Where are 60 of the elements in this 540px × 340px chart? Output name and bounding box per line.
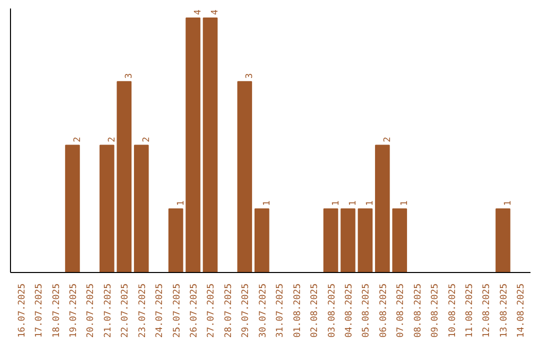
- bar: [134, 144, 149, 272]
- x-tick-label: 14.08.2025: [516, 283, 527, 338]
- bar: [100, 144, 114, 272]
- x-tick-label: 05.08.2025: [362, 283, 372, 338]
- data-label: 2: [72, 136, 83, 142]
- x-tick-label: 24.07.2025: [155, 283, 166, 338]
- x-tick-label: 02.08.2025: [310, 283, 320, 338]
- x-tick-label: 20.07.2025: [86, 283, 96, 338]
- x-tick-label: 08.08.2025: [413, 283, 424, 338]
- x-tick-label: 26.07.2025: [190, 283, 200, 338]
- x-tick-label: 10.08.2025: [448, 283, 458, 338]
- data-label: 2: [107, 136, 118, 142]
- bar: [116, 81, 132, 272]
- bar: [375, 144, 390, 272]
- x-tick-label: 19.07.2025: [68, 283, 79, 338]
- data-label: 2: [142, 136, 152, 142]
- bar: [340, 208, 356, 272]
- data-label: 1: [503, 200, 514, 206]
- x-tick-label: 28.07.2025: [224, 283, 234, 338]
- x-tick-label: 12.08.2025: [482, 283, 492, 338]
- bar: [323, 208, 338, 272]
- x-tick-label: 18.07.2025: [52, 283, 62, 338]
- bar: [237, 81, 252, 272]
- x-tick-label: 03.08.2025: [327, 283, 338, 338]
- x-tick-label: 22.07.2025: [120, 283, 131, 338]
- data-label: 1: [262, 200, 272, 206]
- x-tick-label: 07.08.2025: [396, 283, 406, 338]
- data-label: 1: [366, 200, 376, 206]
- x-tick-label: 30.07.2025: [258, 283, 268, 338]
- x-tick-label: 06.08.2025: [378, 283, 389, 338]
- data-label: 1: [348, 200, 358, 206]
- bar: [358, 208, 373, 272]
- x-tick-label: 01.08.2025: [292, 283, 303, 338]
- bar: [65, 144, 80, 272]
- data-label: 4: [194, 10, 204, 16]
- x-tick-label: 09.08.2025: [430, 283, 441, 338]
- bar: [202, 18, 218, 272]
- bar: [254, 208, 270, 272]
- data-label: 3: [124, 73, 135, 79]
- bar: [186, 18, 200, 272]
- data-label: 1: [331, 200, 342, 206]
- x-tick-label: 21.07.2025: [103, 283, 114, 338]
- x-tick-label: 29.07.2025: [241, 283, 252, 338]
- x-tick-label: 16.07.2025: [17, 283, 28, 338]
- x-tick-label: 13.08.2025: [499, 283, 510, 338]
- x-tick-label: 27.07.2025: [206, 283, 217, 338]
- x-tick-label: 04.08.2025: [344, 283, 354, 338]
- data-label: 1: [400, 200, 410, 206]
- data-label: 1: [176, 200, 186, 206]
- bar: [168, 208, 184, 272]
- data-label: 3: [245, 73, 256, 79]
- data-label: 2: [382, 136, 393, 142]
- data-label: 4: [210, 10, 221, 16]
- x-tick-label: 25.07.2025: [172, 283, 182, 338]
- bar: [392, 208, 408, 272]
- bar: [496, 208, 510, 272]
- x-tick-label: 11.08.2025: [465, 283, 476, 338]
- x-tick-label: 23.07.2025: [138, 283, 148, 338]
- x-tick-label: 31.07.2025: [276, 283, 286, 338]
- x-tick-label: 17.07.2025: [34, 283, 45, 338]
